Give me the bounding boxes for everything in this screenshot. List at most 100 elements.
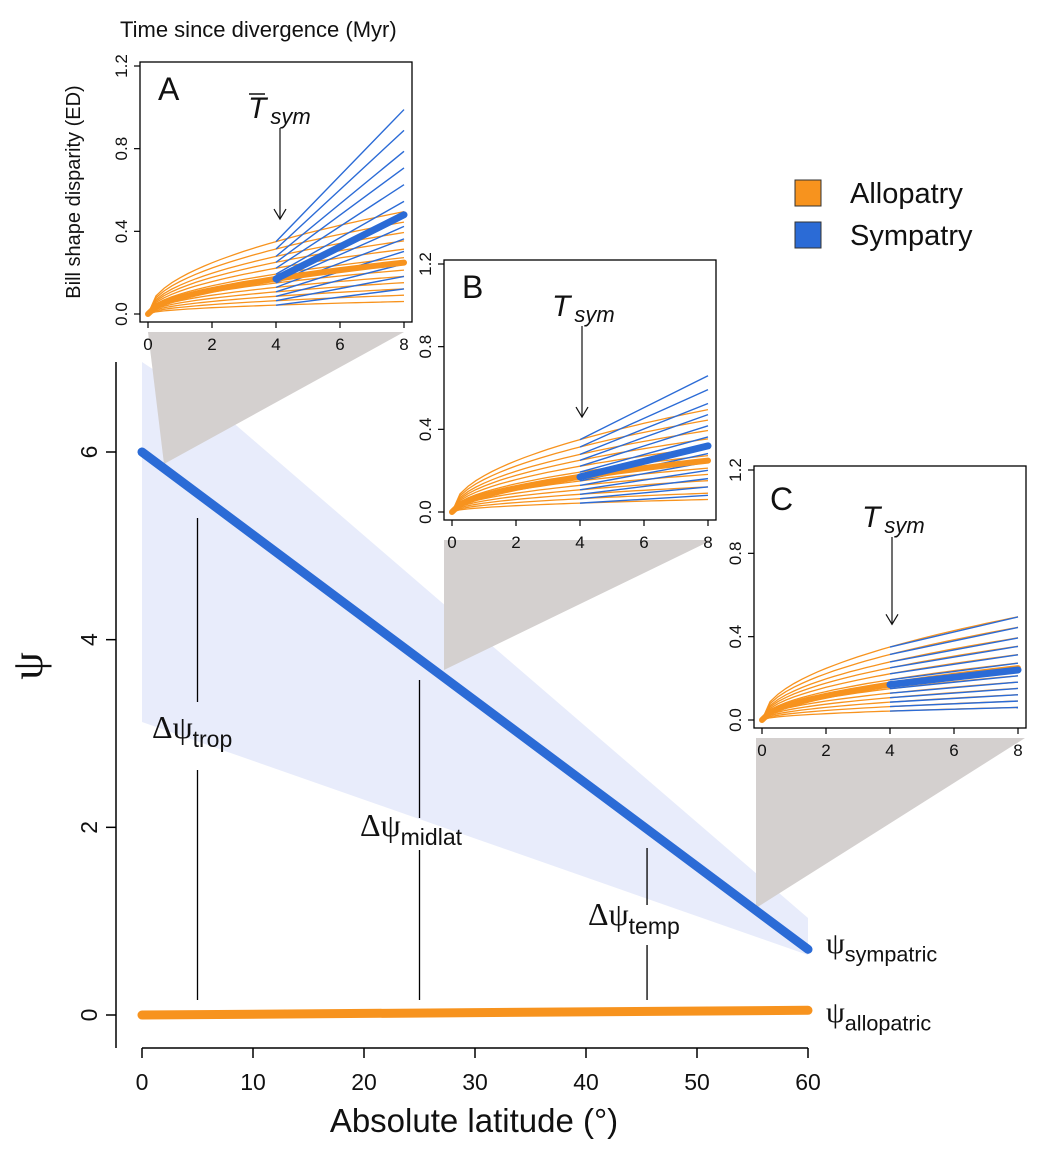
inset-x-tick-label: 2 — [207, 335, 216, 354]
tsym-arrow-head — [273, 208, 287, 221]
sympatric-line — [889, 654, 1019, 675]
series-label-allopatric-sub: allopatric — [845, 1010, 932, 1035]
legend: Allopatry Sympatry — [794, 178, 973, 252]
inset-x-tick-label: 8 — [703, 533, 712, 552]
allopatric-curve — [451, 486, 709, 513]
tsym-base: T — [248, 92, 269, 125]
inset-x-tick-label: 6 — [639, 533, 648, 552]
inset-curves — [451, 375, 709, 513]
inset-y-tick-label: 0.0 — [416, 500, 435, 524]
inset-y-tick-label: 0.4 — [112, 220, 131, 244]
main-x-axis-label: Absolute latitude (°) — [330, 1102, 618, 1139]
sympatric-line — [275, 263, 405, 297]
inset-y-tick-label: 1.2 — [416, 252, 435, 276]
inset-x-tick-label: 4 — [885, 741, 894, 760]
sympatric-line — [579, 494, 709, 504]
inset-panel-letter: C — [770, 481, 793, 517]
main-x-tick-label: 0 — [136, 1069, 149, 1095]
sympatric-line — [579, 375, 709, 441]
tsym-arrow-head — [575, 406, 589, 419]
inset-panel-B: 0 2 4 6 8 0.0 0.4 0.8 1.2 B T sym — [416, 252, 717, 552]
sympatric-line — [579, 425, 709, 467]
main-y-tick-label: 6 — [76, 446, 102, 459]
series-label-sympatric: ψsympatric — [826, 927, 937, 966]
main-x-ticks: 0 10 20 30 40 50 60 — [136, 1048, 821, 1095]
allopatric-curve — [147, 210, 405, 315]
inset-panels: 0 2 4 6 8 0.0 0.4 0.8 1.2 A T sym 0 2 4 6 8 0.0 0.4 0.8 1.2 B… — [112, 54, 1027, 760]
inset-y-tick-label: 0.4 — [726, 625, 745, 649]
sympatric-line — [275, 275, 405, 302]
sympatric-line — [889, 626, 1019, 656]
shade-grey-a — [148, 332, 404, 464]
delta-psi-label-sub: trop — [193, 726, 233, 752]
inset-panel-letter: A — [158, 71, 180, 107]
allopatric-curve — [451, 438, 709, 513]
tsym-sub: sym — [884, 513, 924, 538]
sympatric-line — [579, 402, 709, 456]
mean-sympatric-line — [272, 211, 408, 283]
sympatric-line — [889, 637, 1019, 663]
delta-psi-label: Δψtrop — [152, 709, 232, 752]
delta-psi-label-sub: midlat — [401, 824, 463, 850]
allopatric-curve — [147, 240, 405, 315]
sympatric-line — [275, 200, 405, 275]
sympatric-line — [889, 681, 1019, 694]
tsym-sub: sym — [270, 104, 310, 129]
inset-panel-C: 0 2 4 6 8 0.0 0.4 0.8 1.2 C T sym — [726, 458, 1027, 760]
series-label-sympatric-sub: sympatric — [845, 941, 938, 966]
shaded-regions — [142, 332, 1025, 955]
mean-sympatric-line — [886, 666, 1022, 689]
series-label-allopatric-base: ψ — [826, 996, 845, 1029]
sympatric-line — [275, 288, 405, 306]
inset-panel-letter: B — [462, 269, 483, 305]
main-y-tick-label: 4 — [76, 633, 102, 646]
inset-x-tick-label: 0 — [447, 533, 456, 552]
inset-x-axis-title: Time since divergence (Myr) — [120, 17, 397, 42]
shade-blue-band — [142, 362, 808, 955]
main-y-tick-label: 2 — [76, 821, 102, 834]
sympatric-line — [889, 662, 1019, 681]
mean-sympatric-line — [576, 442, 712, 481]
main-x-tick-label: 40 — [573, 1069, 599, 1095]
allopatric-curve — [451, 408, 709, 513]
allopatric-curve — [451, 429, 709, 513]
sympatric-line — [889, 687, 1019, 699]
delta-psi-label: Δψmidlat — [360, 807, 463, 850]
shade-grey-c — [756, 738, 1025, 908]
main-y-ticks: 0 2 4 6 — [76, 446, 116, 1021]
legend-swatch-sympatry — [794, 221, 822, 249]
sympatric-line — [889, 616, 1019, 648]
sympatric-line — [275, 184, 405, 269]
inset-y-tick-label: 0.0 — [112, 302, 131, 326]
series-label-sympatric-base: ψ — [826, 927, 845, 960]
inset-x-tick-label: 8 — [399, 335, 408, 354]
allopatric-curve — [761, 645, 1019, 721]
inset-x-tick-label: 6 — [335, 335, 344, 354]
sympatric-line — [889, 675, 1019, 690]
main-series — [137, 447, 813, 1020]
shade-grey-b — [444, 540, 712, 670]
series-line-ψallopatric — [137, 1005, 813, 1020]
sympatric-line — [275, 150, 405, 257]
tsym-base: T — [552, 290, 573, 323]
sympatric-line — [889, 645, 1019, 669]
sympatric-line — [579, 469, 709, 491]
tsym-arrow-head — [885, 614, 899, 626]
main-x-tick-label: 30 — [462, 1069, 488, 1095]
sympatric-line — [579, 436, 709, 473]
inset-x-tick-label: 6 — [949, 741, 958, 760]
sympatric-line — [275, 129, 405, 250]
sympatric-line — [889, 700, 1019, 708]
inset-x-tick-label: 2 — [821, 741, 830, 760]
sympatric-line — [275, 109, 405, 243]
inset-y-tick-label: 0.0 — [726, 708, 745, 732]
legend-swatch-allopatry — [794, 179, 822, 207]
inset-x-tick-label: 0 — [143, 335, 152, 354]
main-x-tick-label: 10 — [240, 1069, 266, 1095]
sympatric-line — [889, 694, 1019, 703]
